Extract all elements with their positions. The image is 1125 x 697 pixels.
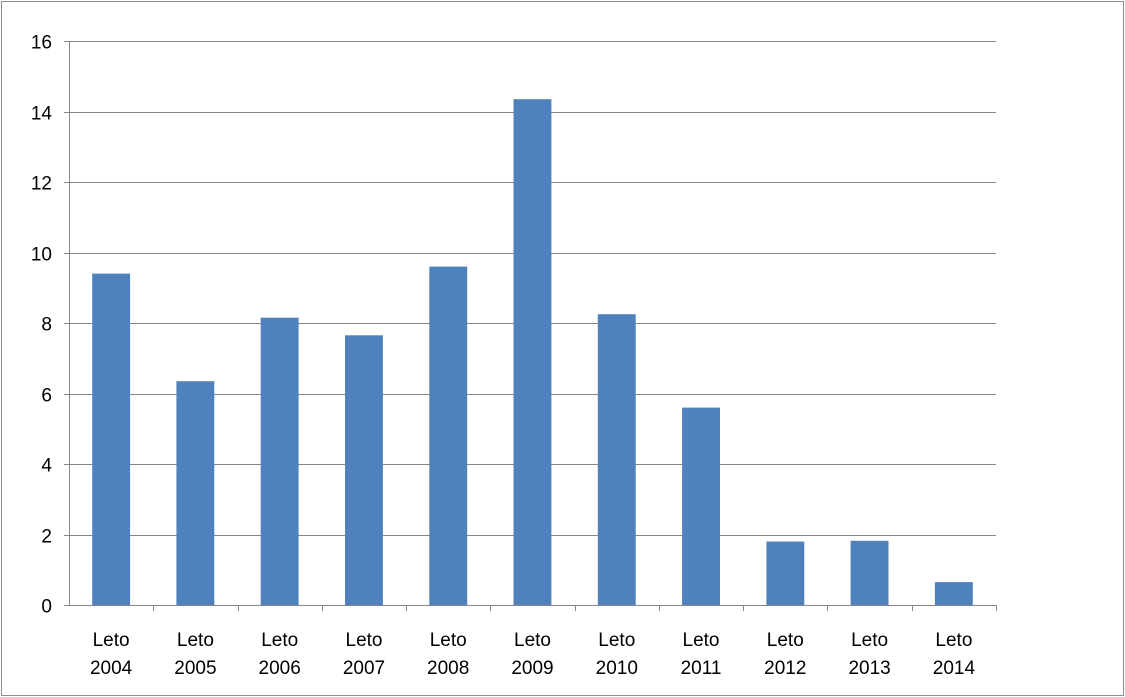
x-tick-labels: Leto 2004 Leto 2005 Leto 2006 Leto 2007 Leto 2008… xyxy=(90,630,976,679)
x-tick-label-leto-2004-line2: 2004 xyxy=(90,658,133,679)
y-tick-label-4: 4 xyxy=(41,456,52,477)
x-tick-label-leto-2011-line1: Leto xyxy=(683,630,720,651)
x-tick-label-leto-2008-line2: 2008 xyxy=(427,658,469,679)
bar-leto-2008 xyxy=(429,266,468,605)
x-tick-label-leto-2006-line1: Leto xyxy=(261,630,298,651)
x-tick-label-leto-2006-line2: 2006 xyxy=(259,658,301,679)
x-tick-label-leto-2004-line1: Leto xyxy=(93,630,130,651)
bar-leto-2004 xyxy=(92,273,131,605)
x-tick-label-leto-2008-line1: Leto xyxy=(430,630,467,651)
x-tick-label-leto-2007-line2: 2007 xyxy=(343,658,385,679)
x-tick-label-leto-2005-line1: Leto xyxy=(177,630,214,651)
y-tick-label-16: 16 xyxy=(31,33,52,54)
y-tick-label-14: 14 xyxy=(31,104,53,125)
bars xyxy=(92,99,973,605)
y-tick-label-10: 10 xyxy=(31,245,52,266)
x-tick-label-leto-2010-line1: Leto xyxy=(598,630,635,651)
y-tick-label-0: 0 xyxy=(41,597,52,618)
x-tick-label-leto-2013-line1: Leto xyxy=(851,630,888,651)
x-tick-label-leto-2009-line1: Leto xyxy=(514,630,551,651)
x-tick-label-leto-2012-line2: 2012 xyxy=(764,658,806,679)
y-tick-label-8: 8 xyxy=(41,315,52,336)
bar-leto-2011 xyxy=(682,407,720,605)
axes xyxy=(64,41,997,611)
bar-leto-2013 xyxy=(850,540,889,605)
x-tick-label-leto-2011-line2: 2011 xyxy=(681,658,722,679)
x-tick-label-leto-2009-line2: 2009 xyxy=(511,658,553,679)
x-tick-label-leto-2005-line2: 2005 xyxy=(174,658,216,679)
y-tick-labels: 0 2 4 6 8 10 12 14 16 xyxy=(31,33,53,618)
bar-leto-2006 xyxy=(260,317,299,605)
bar-leto-2009 xyxy=(513,99,552,605)
bar-leto-2007 xyxy=(345,335,383,605)
x-tick-label-leto-2010-line2: 2010 xyxy=(596,658,638,679)
x-tick-label-leto-2012-line1: Leto xyxy=(767,630,804,651)
bar-leto-2014 xyxy=(934,582,973,605)
bar-leto-2005 xyxy=(176,381,215,605)
bar-leto-2012 xyxy=(766,541,805,605)
x-tick-label-leto-2013-line2: 2013 xyxy=(848,658,890,679)
x-tick-label-leto-2007-line1: Leto xyxy=(346,630,383,651)
x-tick-label-leto-2014-line1: Leto xyxy=(935,630,972,651)
x-tick-label-leto-2014-line2: 2014 xyxy=(933,658,976,679)
y-tick-label-2: 2 xyxy=(41,527,52,548)
y-tick-label-6: 6 xyxy=(41,386,52,407)
y-tick-label-12: 12 xyxy=(31,174,52,195)
bar-leto-2010 xyxy=(597,314,636,605)
